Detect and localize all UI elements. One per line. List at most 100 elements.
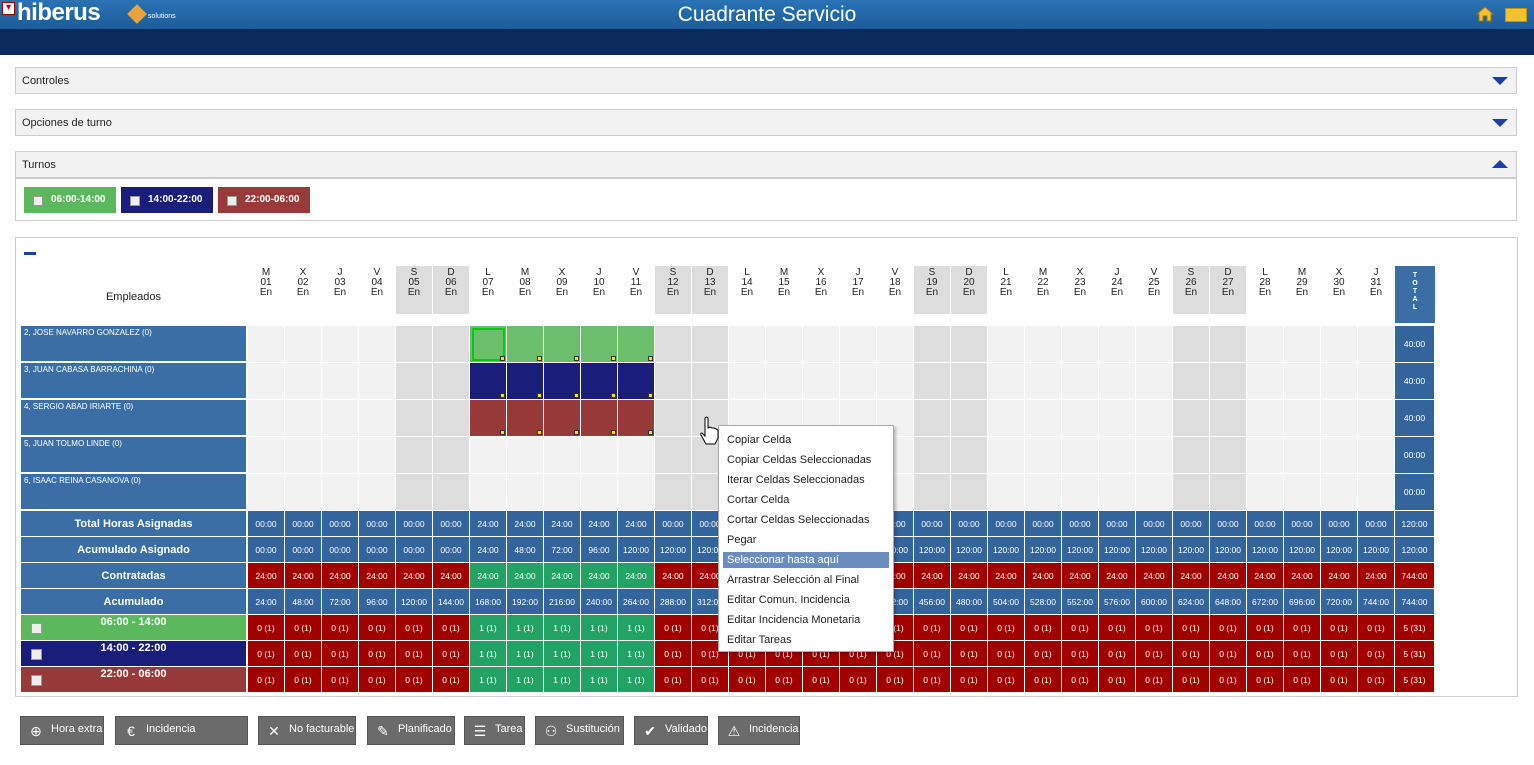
schedule-cell[interactable] — [470, 363, 507, 400]
schedule-cell[interactable] — [544, 326, 581, 363]
schedule-cell[interactable] — [1247, 363, 1284, 400]
drag-handle[interactable] — [611, 393, 616, 398]
schedule-cell[interactable] — [1062, 326, 1099, 363]
schedule-cell[interactable] — [914, 400, 951, 437]
schedule-cell[interactable] — [1321, 400, 1358, 437]
collapse-minus-icon[interactable] — [24, 252, 36, 255]
schedule-cell[interactable] — [618, 437, 655, 474]
schedule-cell[interactable] — [248, 363, 285, 400]
schedule-cell[interactable] — [470, 400, 507, 437]
schedule-cell[interactable] — [544, 474, 581, 511]
schedule-cell[interactable] — [1136, 400, 1173, 437]
schedule-cell[interactable] — [248, 400, 285, 437]
schedule-cell[interactable] — [1210, 437, 1247, 474]
drag-handle[interactable] — [537, 356, 542, 361]
schedule-cell[interactable] — [655, 437, 692, 474]
drag-handle[interactable] — [574, 393, 579, 398]
schedule-cell[interactable] — [248, 326, 285, 363]
schedule-cell[interactable] — [396, 363, 433, 400]
schedule-cell[interactable] — [840, 326, 877, 363]
schedule-cell[interactable] — [285, 363, 322, 400]
schedule-cell[interactable] — [1284, 400, 1321, 437]
schedule-cell[interactable] — [1321, 437, 1358, 474]
schedule-cell[interactable] — [396, 326, 433, 363]
schedule-cell[interactable] — [1099, 326, 1136, 363]
schedule-cell[interactable] — [951, 474, 988, 511]
schedule-cell[interactable] — [359, 474, 396, 511]
context-menu-item[interactable]: Arrastrar Selección al Final — [727, 574, 860, 586]
schedule-cell[interactable] — [1247, 400, 1284, 437]
schedule-cell[interactable] — [1136, 363, 1173, 400]
drag-handle[interactable] — [611, 430, 616, 435]
schedule-cell[interactable] — [1173, 326, 1210, 363]
schedule-cell[interactable] — [914, 474, 951, 511]
drag-handle[interactable] — [500, 393, 505, 398]
schedule-cell[interactable] — [581, 437, 618, 474]
schedule-cell[interactable] — [988, 400, 1025, 437]
checkbox[interactable] — [130, 196, 140, 206]
validado-button[interactable]: ✔ Validado — [634, 716, 708, 745]
schedule-cell[interactable] — [507, 326, 544, 363]
schedule-cell[interactable] — [544, 400, 581, 437]
panel-opciones-turno[interactable]: Opciones de turno — [15, 109, 1517, 136]
checkbox[interactable] — [31, 675, 42, 686]
schedule-cell[interactable] — [914, 363, 951, 400]
schedule-cell[interactable] — [1062, 474, 1099, 511]
schedule-cell[interactable] — [1025, 326, 1062, 363]
hora-extra-button[interactable]: ⊕ Hora extra — [20, 716, 104, 745]
schedule-cell[interactable] — [1247, 326, 1284, 363]
schedule-cell[interactable] — [507, 474, 544, 511]
schedule-cell[interactable] — [322, 400, 359, 437]
schedule-cell[interactable] — [655, 474, 692, 511]
schedule-cell[interactable] — [1284, 326, 1321, 363]
incidencia-monetaria-button[interactable]: € Incidencia Monetaria — [115, 716, 248, 759]
schedule-cell[interactable] — [248, 437, 285, 474]
schedule-cell[interactable] — [951, 437, 988, 474]
employee-row-label[interactable]: 3, JUAN CABASA BARRACHINA (0) — [21, 363, 246, 399]
employee-row-label[interactable]: 6, ISAAC REINA CASANOVA (0) — [21, 474, 246, 510]
schedule-cell[interactable] — [803, 326, 840, 363]
schedule-cell[interactable] — [359, 437, 396, 474]
drag-handle[interactable] — [648, 393, 653, 398]
schedule-cell[interactable] — [396, 400, 433, 437]
schedule-cell[interactable] — [877, 363, 914, 400]
drag-handle[interactable] — [611, 356, 616, 361]
schedule-cell[interactable] — [1025, 400, 1062, 437]
schedule-cell[interactable] — [248, 474, 285, 511]
schedule-cell[interactable] — [322, 363, 359, 400]
schedule-cell[interactable] — [544, 437, 581, 474]
schedule-cell[interactable] — [655, 363, 692, 400]
checkbox[interactable] — [227, 196, 237, 206]
schedule-cell[interactable] — [396, 474, 433, 511]
schedule-cell[interactable] — [285, 326, 322, 363]
schedule-cell[interactable] — [1210, 363, 1247, 400]
schedule-cell[interactable] — [803, 363, 840, 400]
employee-row-label[interactable]: 4, SERGIO ABAD IRIARTE (0) — [21, 400, 246, 436]
schedule-cell[interactable] — [1210, 400, 1247, 437]
schedule-cell[interactable] — [433, 326, 470, 363]
schedule-cell[interactable] — [433, 400, 470, 437]
schedule-cell[interactable] — [1099, 363, 1136, 400]
schedule-cell[interactable] — [1025, 363, 1062, 400]
schedule-cell[interactable] — [1210, 474, 1247, 511]
schedule-cell[interactable] — [1358, 474, 1395, 511]
chevron-up-icon[interactable] — [1492, 160, 1508, 168]
schedule-cell[interactable] — [951, 326, 988, 363]
schedule-cell[interactable] — [655, 326, 692, 363]
schedule-cell[interactable] — [1284, 437, 1321, 474]
schedule-cell[interactable] — [1284, 474, 1321, 511]
schedule-cell[interactable] — [1358, 437, 1395, 474]
schedule-cell[interactable] — [914, 437, 951, 474]
drag-handle[interactable] — [500, 356, 505, 361]
context-menu-item[interactable]: Copiar Celdas Seleccionadas — [727, 454, 872, 466]
schedule-cell[interactable] — [1025, 474, 1062, 511]
schedule-cell[interactable] — [1173, 400, 1210, 437]
chevron-down-icon[interactable] — [1492, 119, 1508, 127]
schedule-cell[interactable] — [1025, 437, 1062, 474]
checkbox[interactable] — [33, 196, 43, 206]
schedule-cell[interactable] — [470, 326, 507, 363]
no-facturable-button[interactable]: ✕ No facturable — [258, 716, 356, 745]
schedule-cell[interactable] — [1358, 363, 1395, 400]
schedule-cell[interactable] — [1284, 363, 1321, 400]
schedule-cell[interactable] — [1358, 400, 1395, 437]
